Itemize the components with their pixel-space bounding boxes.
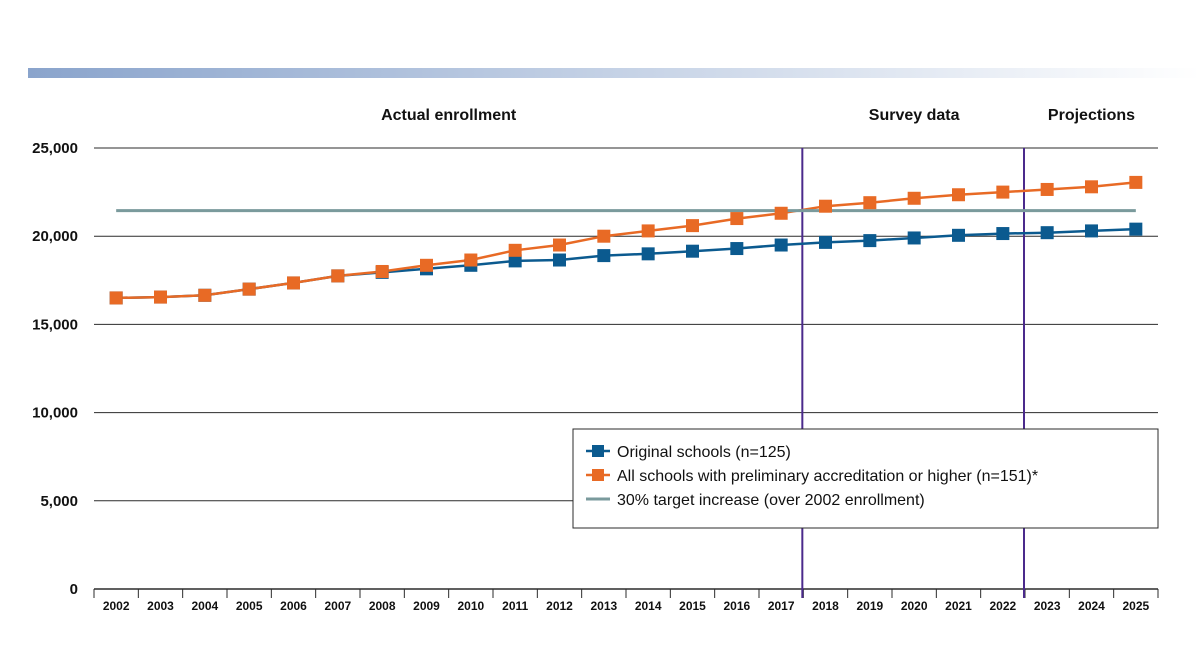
data-point-marker — [597, 249, 611, 263]
x-tick-label: 2025 — [1122, 599, 1149, 613]
series-line — [116, 227, 1136, 300]
x-tick-label: 2011 — [502, 599, 528, 613]
y-tick-label: 25,000 — [32, 140, 78, 157]
x-tick-label: 2007 — [324, 599, 351, 613]
y-tick-label: 20,000 — [32, 228, 78, 245]
x-tick-label: 2002 — [103, 599, 130, 613]
x-tick-label: 2009 — [413, 599, 440, 613]
data-point-marker — [641, 247, 655, 261]
data-point-marker — [420, 258, 433, 272]
series-line — [116, 181, 1136, 300]
x-tick-label: 2019 — [856, 599, 883, 613]
data-point-marker — [863, 234, 877, 248]
data-point-marker — [1040, 226, 1054, 240]
data-point-marker — [1129, 222, 1143, 236]
x-tick-label: 2017 — [768, 599, 795, 613]
section-label: Actual enrollment — [381, 107, 517, 124]
x-tick-label: 2010 — [457, 599, 484, 613]
data-point-marker — [154, 290, 167, 304]
y-tick-label: 5,000 — [40, 493, 78, 510]
legend-swatch-marker — [592, 469, 604, 481]
data-point-marker — [730, 242, 744, 256]
x-tick-label: 2015 — [679, 599, 706, 613]
data-point-marker — [774, 238, 788, 252]
x-tick-label: 2024 — [1078, 599, 1105, 613]
legend-label: Original schools (n=125) — [617, 444, 791, 461]
section-dividers — [801, 148, 1025, 598]
data-point-marker — [464, 253, 478, 267]
section-label: Projections — [1048, 107, 1135, 124]
data-point-marker — [996, 185, 1010, 199]
x-tick-label: 2005 — [236, 599, 263, 613]
data-point-marker — [331, 269, 345, 283]
data-point-marker — [819, 235, 832, 249]
data-point-marker — [287, 276, 300, 290]
data-point-marker — [952, 188, 965, 202]
data-point-marker — [686, 244, 699, 258]
x-tick-label: 2018 — [812, 599, 839, 613]
data-point-marker — [952, 228, 965, 242]
x-tick-label: 2012 — [546, 599, 573, 613]
data-point-marker — [907, 231, 921, 245]
x-tick-label: 2020 — [901, 599, 928, 613]
data-point-marker — [508, 243, 522, 257]
data-point-marker — [375, 264, 389, 278]
x-tick-label: 2014 — [635, 599, 662, 613]
data-point-marker — [242, 282, 256, 296]
legend-swatch-marker — [592, 445, 604, 457]
data-point-marker — [641, 224, 655, 238]
legend: Original schools (n=125) All schools with… — [572, 428, 1159, 529]
data-point-marker — [553, 238, 566, 252]
data-point-marker — [1085, 180, 1098, 194]
y-tick-label: 15,000 — [32, 316, 78, 333]
x-tick-label: 2023 — [1034, 599, 1061, 613]
data-point-marker — [198, 288, 212, 302]
data-point-marker — [109, 291, 123, 305]
x-tick-label: 2006 — [280, 599, 307, 613]
legend-label: All schools with preliminary accreditati… — [617, 468, 1038, 485]
x-tick-label: 2013 — [590, 599, 617, 613]
x-tick-label: 2016 — [723, 599, 750, 613]
data-point-marker — [863, 196, 877, 210]
legend-label: 30% target increase (over 2002 enrollmen… — [617, 492, 925, 509]
y-axis-ticks: 0 5,000 10,000 15,000 20,000 25,000 — [32, 140, 78, 598]
y-tick-label: 10,000 — [32, 405, 78, 422]
data-point-marker — [1129, 175, 1143, 189]
y-tick-label: 0 — [70, 581, 78, 598]
section-label: Survey data — [869, 107, 960, 124]
data-point-marker — [1085, 224, 1098, 238]
x-tick-label: 2021 — [945, 599, 972, 613]
x-tick-label: 2008 — [369, 599, 396, 613]
data-point-marker — [597, 229, 611, 243]
header-banner — [28, 68, 1200, 78]
data-point-marker — [686, 219, 699, 233]
section-labels: Actual enrollment Survey data Projections — [381, 107, 1135, 124]
data-point-marker — [553, 253, 566, 267]
data-point-marker — [508, 254, 522, 268]
data-point-marker — [996, 227, 1010, 241]
x-tick-label: 2022 — [989, 599, 1016, 613]
legend-box — [572, 428, 1159, 529]
data-point-marker — [774, 206, 788, 220]
x-tick-label: 2003 — [147, 599, 174, 613]
x-tick-label: 2004 — [191, 599, 218, 613]
data-point-marker — [907, 191, 921, 205]
x-axis: 2002 2003 2004 2005 2006 2007 2008 2009 2010 2011… — [93, 588, 1159, 613]
series-layer — [109, 175, 1143, 305]
data-point-marker — [1040, 182, 1054, 196]
data-point-marker — [819, 199, 832, 213]
data-point-marker — [730, 212, 744, 226]
